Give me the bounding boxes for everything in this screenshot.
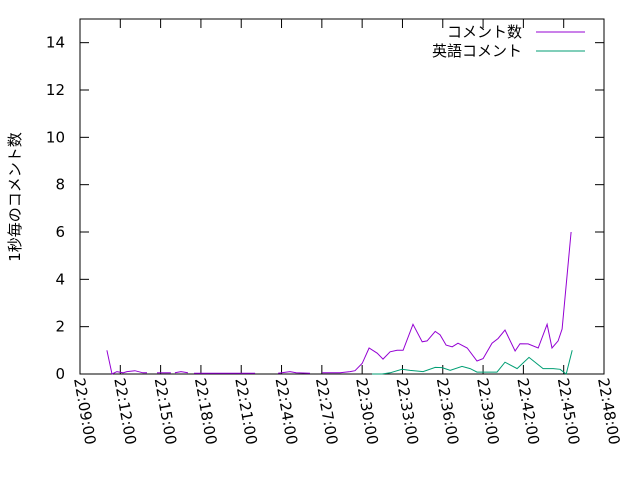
y-tick-label: 10 [46,128,65,146]
y-tick-label: 8 [55,176,65,194]
series-line-0 [174,371,188,374]
x-tick-label: 22:36:00 [433,377,462,446]
y-axis-label: 1秒毎のコメント数 [6,132,24,262]
legend: コメント数 英語コメント [432,23,585,60]
legend-label-0: コメント数 [447,23,522,41]
plot-border [79,18,605,375]
x-tick-label: 22:21:00 [231,377,260,446]
y-tick-label: 0 [55,365,65,383]
x-tick-label: 22:42:00 [513,377,542,446]
x-tick-label: 22:27:00 [312,377,341,446]
y-tick-label: 6 [55,223,65,241]
legend-label-1: 英語コメント [432,42,522,60]
series-line-0 [106,350,147,375]
y-tick-label: 4 [55,270,65,288]
x-tick-label: 22:09:00 [70,377,99,446]
y-tick-label: 14 [46,34,65,52]
x-tick-label: 22:18:00 [191,377,220,446]
x-tick-label: 22:24:00 [272,377,301,446]
y-axis: 0 2 4 6 8 10 12 14 [46,34,604,383]
x-tick-label: 22:45:00 [554,377,583,446]
x-axis: 22:09:00 22:12:00 22:15:00 22:18:00 22:21:00… [70,19,623,446]
x-tick-label: 22:12:00 [110,377,139,446]
x-tick-label: 22:33:00 [393,377,422,446]
x-tick-label: 22:15:00 [151,377,180,446]
series-group [106,231,573,375]
y-tick-label: 12 [46,81,65,99]
x-tick-label: 22:39:00 [473,377,502,446]
series-line-0 [322,231,572,374]
x-tick-label: 22:30:00 [352,377,381,446]
x-tick-label: 22:48:00 [594,377,623,446]
series-line-0 [277,371,311,374]
series-line-1 [372,350,573,375]
y-tick-label: 2 [55,318,65,336]
